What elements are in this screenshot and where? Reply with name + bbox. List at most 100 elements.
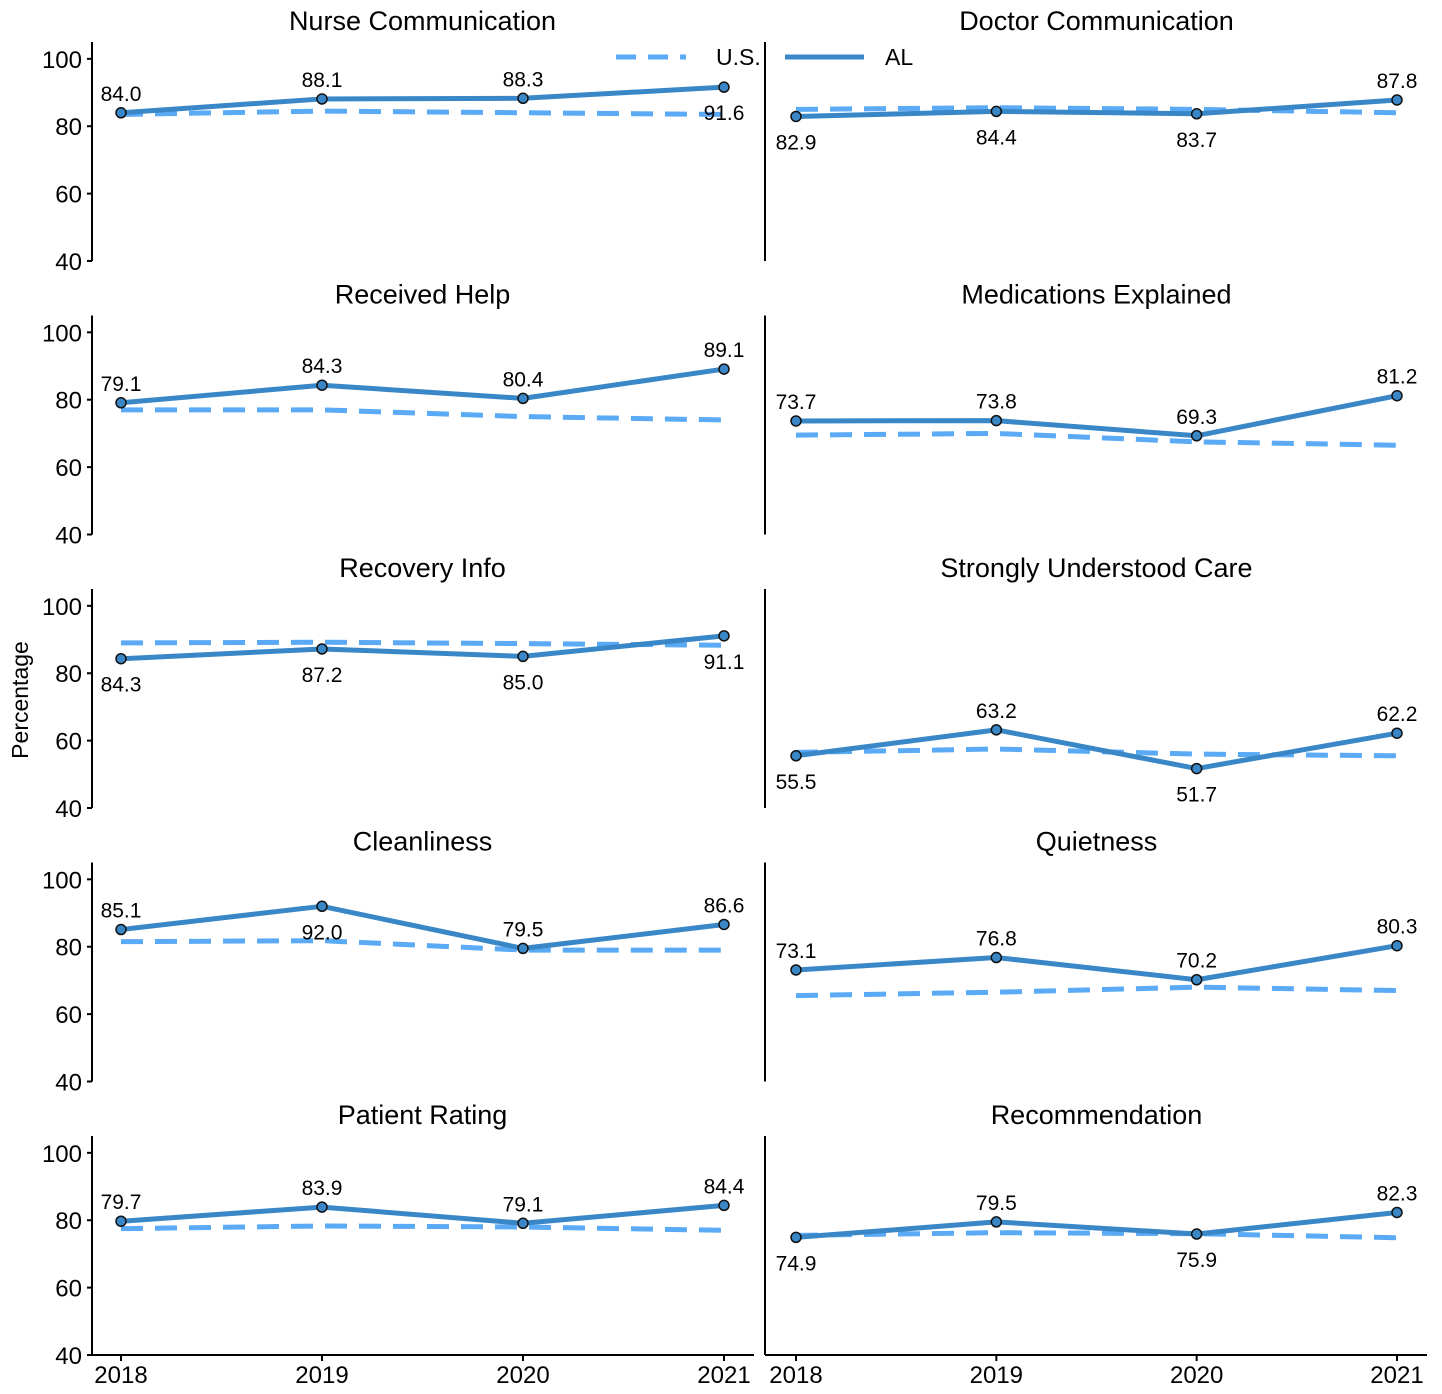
panel-strongly-understood-care: Strongly Understood Care 55.5 63.2 51.7 62.2: [764, 553, 1417, 808]
series-al-line: [120, 633, 725, 662]
y-tick-label: 100: [42, 320, 82, 347]
data-label: 79.7: [101, 1191, 142, 1214]
x-tick-label: 2019: [970, 1362, 1023, 1389]
panels: Nurse Communication 40 60 80 100 84.0 88.1 88.3…: [42, 6, 1427, 1389]
series-al-point: [115, 107, 127, 119]
y-tick-label: 40: [55, 523, 82, 550]
series-al-point: [718, 630, 730, 642]
x-tick-label: 2021: [697, 1362, 750, 1389]
series-al-point: [1190, 1228, 1203, 1240]
y-tick-label: 60: [55, 729, 82, 756]
series-al-point: [115, 397, 127, 409]
series-al-point: [990, 724, 1003, 736]
y-tick-label: 40: [55, 796, 82, 823]
panel-title: Doctor Communication: [959, 6, 1234, 36]
y-tick-label: 40: [55, 249, 82, 276]
series-al-point: [1190, 430, 1203, 442]
legend-us-label: U.S.: [716, 44, 761, 70]
series-al-point: [990, 105, 1003, 118]
data-label: 74.9: [776, 1252, 817, 1275]
series-al-point: [1190, 108, 1203, 120]
panel-title: Medications Explained: [961, 280, 1231, 310]
data-label: 85.1: [101, 900, 142, 923]
series-al-point: [316, 900, 328, 913]
y-tick-label: 100: [42, 1141, 82, 1168]
data-label: 80.4: [503, 368, 544, 391]
panel-title: Strongly Understood Care: [940, 553, 1252, 583]
series-al-point: [718, 1199, 730, 1212]
data-label: 55.5: [776, 771, 817, 794]
panel-recovery-info: Recovery Info 40 60 80 100 84.3 87.2 85.0 91.1: [42, 553, 744, 823]
y-tick-label: 100: [42, 867, 82, 894]
y-tick-label: 60: [55, 1276, 82, 1303]
series-al-line: [120, 903, 725, 951]
y-axis-label: Percentage: [7, 641, 33, 759]
data-label: 87.2: [302, 664, 343, 687]
panel-title: Nurse Communication: [289, 6, 556, 36]
panel-title: Cleanliness: [353, 827, 493, 857]
data-label: 76.8: [976, 928, 1017, 951]
series-al-point: [790, 1231, 802, 1244]
data-label: 85.0: [503, 671, 544, 694]
series-al-point: [316, 643, 328, 655]
data-label: 82.9: [776, 131, 817, 154]
series-al-point: [115, 652, 127, 665]
series-al-point: [1190, 973, 1203, 986]
series-al-point: [1391, 94, 1403, 106]
data-label: 84.3: [101, 674, 142, 697]
data-label: 84.0: [101, 83, 142, 106]
x-tick-label: 2021: [1370, 1362, 1423, 1389]
series-al-point: [517, 650, 529, 663]
y-tick-label: 40: [55, 1070, 82, 1097]
data-label: 79.1: [101, 373, 142, 396]
x-tick-label: 2019: [295, 1362, 348, 1389]
series-us-line: [121, 407, 725, 423]
series-us-line: [120, 108, 725, 117]
data-label: 88.3: [503, 68, 544, 91]
panel-recommendation: Recommendation 2018 2019 2020 2021 74.9 79.5 75…: [764, 1100, 1427, 1389]
series-al-point: [517, 92, 529, 105]
series-al-line: [120, 1202, 725, 1226]
series-us-line: [795, 984, 1398, 999]
series-us-line: [120, 1223, 725, 1233]
series-al-line: [795, 727, 1398, 772]
legend-al-label: AL: [885, 44, 913, 70]
data-label: 81.2: [1377, 366, 1418, 389]
x-tick-label: 2020: [496, 1362, 549, 1389]
series-al-point: [1391, 939, 1403, 952]
data-label: 84.3: [302, 355, 343, 378]
series-al-line: [795, 393, 1398, 439]
series-al-point: [718, 363, 730, 375]
data-label: 87.8: [1377, 70, 1418, 93]
panel-quietness: Quietness 73.1 76.8 70.2 80.3: [764, 827, 1417, 1082]
y-tick-label: 80: [55, 1208, 82, 1235]
data-label: 86.6: [704, 894, 745, 917]
data-label: 83.9: [302, 1177, 343, 1200]
y-tick-label: 40: [55, 1343, 82, 1370]
y-tick-label: 60: [55, 1002, 82, 1029]
panel-title: Quietness: [1036, 827, 1158, 857]
data-label: 75.9: [1176, 1249, 1217, 1272]
series-al-point: [718, 918, 730, 931]
series-al-point: [316, 93, 328, 105]
series-al-line: [795, 1209, 1398, 1240]
series-al-point: [316, 1201, 328, 1213]
data-label: 91.6: [704, 102, 745, 125]
series-al-point: [517, 392, 529, 405]
y-tick-label: 60: [55, 182, 82, 209]
series-al-line: [120, 366, 725, 406]
series-al-point: [115, 923, 127, 936]
panel-title: Received Help: [335, 280, 511, 310]
data-label: 83.7: [1176, 129, 1217, 152]
series-al-point: [718, 81, 730, 93]
series-al-point: [790, 964, 802, 976]
series-al-line: [795, 943, 1398, 983]
panel-title: Recommendation: [991, 1100, 1203, 1130]
data-label: 79.5: [976, 1192, 1017, 1215]
series-al-point: [1391, 1206, 1403, 1219]
series-al-line: [120, 84, 725, 116]
series-al-point: [517, 942, 529, 955]
y-tick-label: 100: [42, 594, 82, 621]
panel-medications-explained: Medications Explained 73.7 73.8 69.3 81.2: [764, 280, 1418, 535]
